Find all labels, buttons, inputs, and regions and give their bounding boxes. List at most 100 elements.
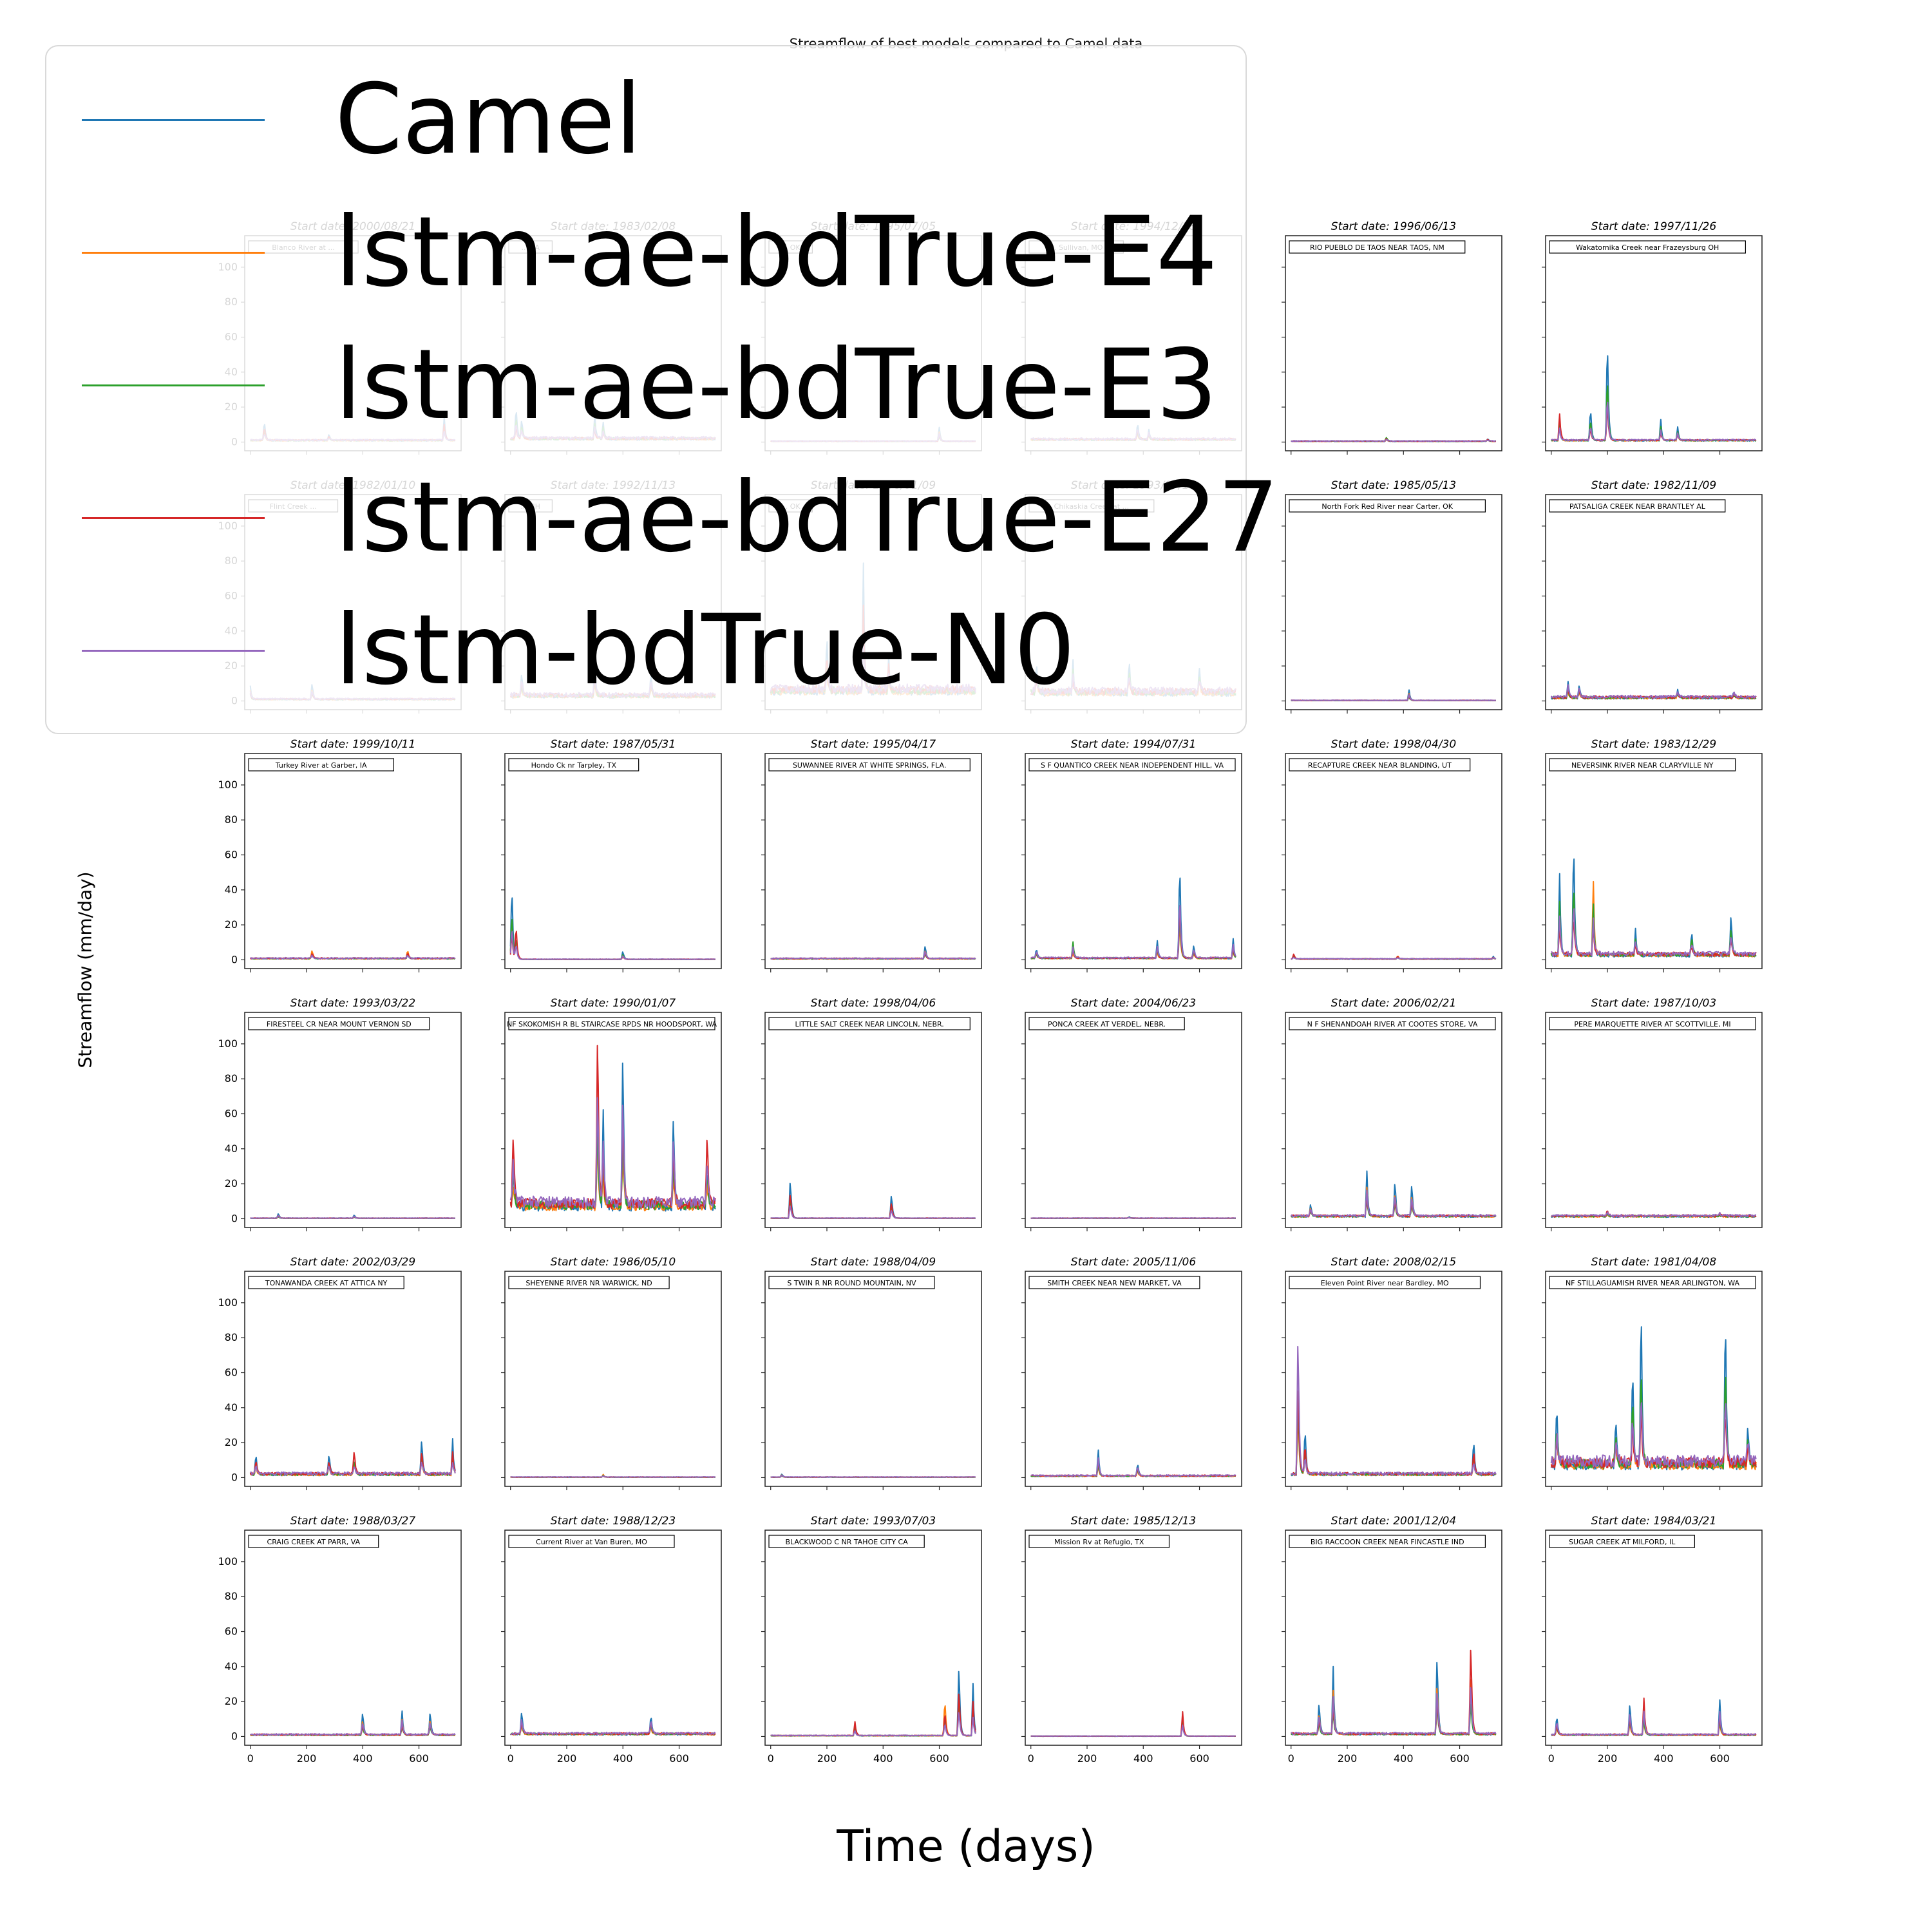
series-line-lstm-bdtrue-n0: [770, 951, 976, 960]
series-line-lstm-ae-bdtrue-e3: [509, 918, 715, 960]
legend: Camel lstm-ae-bdTrue-E4 lstm-ae-bdTrue-E…: [45, 45, 1279, 734]
subplot-frame: [1285, 753, 1502, 969]
subplot-title: Start date: 1984/03/21: [1591, 1515, 1716, 1528]
y-tick-label: 40: [225, 1660, 238, 1672]
subplot-frame: [244, 753, 462, 969]
subplot-title: Start date: 2002/03/29: [290, 1256, 415, 1269]
subplot-29: Start date: 2008/02/15 Eleven Point River…: [1282, 1256, 1502, 1490]
subplot-series-group: [1550, 681, 1757, 700]
x-tick-label: 200: [1077, 1752, 1097, 1765]
subplot-frame: [1285, 1012, 1502, 1228]
station-label: S TWIN R NR ROUND MOUNTAIN, NV: [787, 1279, 916, 1287]
series-line-lstm-ae-bdtrue-e27: [1030, 1711, 1236, 1737]
y-tick-label: 80: [225, 1331, 238, 1343]
y-tick-label: 40: [225, 1142, 238, 1155]
x-tick-label: 200: [1338, 1752, 1358, 1765]
series-line-lstm-bdtrue-n0: [1291, 439, 1497, 442]
station-label: PATSALIGA CREEK NEAR BRANTLEY AL: [1569, 502, 1706, 511]
series-line-camel: [1550, 858, 1757, 958]
subplot-34: Start date: 1985/12/13 Mission Rv at Refu…: [1021, 1515, 1242, 1765]
subplot-title: Start date: 1988/03/27: [290, 1515, 416, 1528]
series-line-camel: [1291, 1402, 1497, 1477]
subplot-title: Start date: 1995/04/17: [811, 738, 936, 751]
x-tick-label: 200: [557, 1752, 577, 1765]
series-line-lstm-ae-bdtrue-e27: [1030, 1461, 1236, 1477]
subplot-5: Start date: 1996/06/13 RIO PUEBLO DE TAOS…: [1282, 220, 1502, 455]
series-line-camel: [509, 1062, 716, 1212]
subplot-title: Start date: 1983/12/29: [1591, 738, 1716, 751]
subplot-26: Start date: 1986/05/10 SHEYENNE RIVER NR …: [501, 1256, 722, 1490]
subplot-series-group: [510, 1473, 716, 1478]
subplot-series-group: [1551, 355, 1757, 442]
subplot-title: Start date: 1981/04/08: [1591, 1256, 1717, 1269]
subplot-frame: [1545, 1012, 1763, 1228]
legend-entry-e3: lstm-ae-bdTrue-E3: [46, 337, 1244, 513]
y-tick-label: 0: [231, 1471, 238, 1483]
subplot-title: Start date: 1993/03/22: [290, 997, 415, 1010]
subplot-11: Start date: 1985/05/13 North Fork Red Riv…: [1282, 479, 1502, 714]
series-line-lstm-bdtrue-n0: [770, 1205, 976, 1219]
series-line-lstm-bdtrue-n0: [1030, 1724, 1236, 1737]
legend-label-e3: lstm-ae-bdTrue-E3: [335, 329, 1218, 441]
series-line-lstm-ae-bdtrue-e27: [1551, 1697, 1757, 1736]
y-tick-label: 40: [225, 1401, 238, 1414]
subplot-series-group: [1291, 689, 1497, 701]
x-tick-label: 600: [409, 1752, 429, 1765]
subplot-series-group: [1030, 1449, 1236, 1477]
x-tick-label: 200: [817, 1752, 837, 1765]
series-line-lstm-ae-bdtrue-e4: [1030, 929, 1236, 960]
station-label: BLACKWOOD C NR TAHOE CITY CA: [785, 1538, 908, 1546]
subplot-frame: [504, 753, 722, 969]
subplot-series-group: [1290, 1170, 1497, 1218]
subplot-series-group: [1291, 953, 1497, 960]
subplot-title: Start date: 2001/12/04: [1331, 1515, 1456, 1528]
subplot-frame: [244, 1012, 462, 1228]
subplot-title: Start date: 1987/10/03: [1591, 997, 1716, 1010]
series-line-lstm-ae-bdtrue-e4: [509, 925, 715, 960]
subplot-series-group: [770, 1671, 976, 1737]
x-tick-label: 400: [1654, 1752, 1674, 1765]
series-line-lstm-bdtrue-n0: [1551, 401, 1757, 442]
series-line-lstm-bdtrue-n0: [250, 1461, 456, 1476]
station-label-box: [1549, 499, 1726, 513]
subplot-title: Start date: 1998/04/06: [811, 997, 936, 1010]
y-tick-label: 80: [225, 1590, 238, 1602]
subplot-title: Start date: 1988/12/23: [551, 1515, 676, 1528]
subplot-series-group: [509, 1045, 716, 1212]
station-label-box: [508, 1535, 675, 1548]
x-tick-label: 600: [1710, 1752, 1730, 1765]
y-tick-label: 100: [218, 1555, 238, 1567]
series-line-lstm-bdtrue-n0: [250, 954, 456, 960]
subplot-title: Start date: 1982/11/09: [1591, 479, 1716, 492]
series-line-lstm-bdtrue-n0: [1291, 1687, 1497, 1736]
legend-swatch-e4: [82, 252, 265, 254]
series-line-lstm-bdtrue-n0: [510, 1719, 716, 1736]
series-line-lstm-ae-bdtrue-e3: [1551, 385, 1757, 442]
subplot-24: Start date: 1987/10/03 PERE MARQUETTE RIV…: [1542, 997, 1763, 1231]
x-tick-label: 400: [1394, 1752, 1414, 1765]
subplot-series-group: [1550, 1210, 1757, 1218]
station-label: NEVERSINK RIVER NEAR CLARYVILLE NY: [1571, 761, 1714, 770]
station-label: SHEYENNE RIVER NR WARWICK, ND: [526, 1279, 652, 1287]
subplot-series-group: [509, 897, 716, 960]
subplot-series-group: [509, 1712, 716, 1736]
subplot-series-group: [250, 1213, 456, 1219]
station-label-box: [1549, 758, 1736, 772]
series-line-lstm-bdtrue-n0: [510, 1475, 715, 1478]
series-line-lstm-ae-bdtrue-e4: [1030, 1722, 1236, 1738]
subplot-title: Start date: 1997/11/26: [1591, 220, 1717, 233]
subplot-frame: [764, 1012, 982, 1228]
subplot-title: Start date: 1998/04/30: [1331, 738, 1456, 751]
station-label-box: [1028, 1017, 1185, 1030]
series-line-lstm-bdtrue-n0: [250, 1215, 456, 1219]
station-label-box: [1549, 1535, 1695, 1548]
x-tick-label: 600: [1189, 1752, 1209, 1765]
series-line-lstm-bdtrue-n0: [1550, 684, 1757, 699]
station-label-box: [1289, 240, 1466, 254]
station-label: NF SKOKOMISH R BL STAIRCASE RPDS NR HOOD…: [507, 1020, 717, 1028]
subplot-22: Start date: 2004/06/23 PONCA CREEK AT VER…: [1021, 997, 1242, 1231]
series-line-lstm-ae-bdtrue-e27: [770, 1693, 976, 1737]
series-line-lstm-bdtrue-n0: [1551, 1710, 1757, 1736]
series-line-lstm-ae-bdtrue-e27: [509, 1045, 716, 1209]
